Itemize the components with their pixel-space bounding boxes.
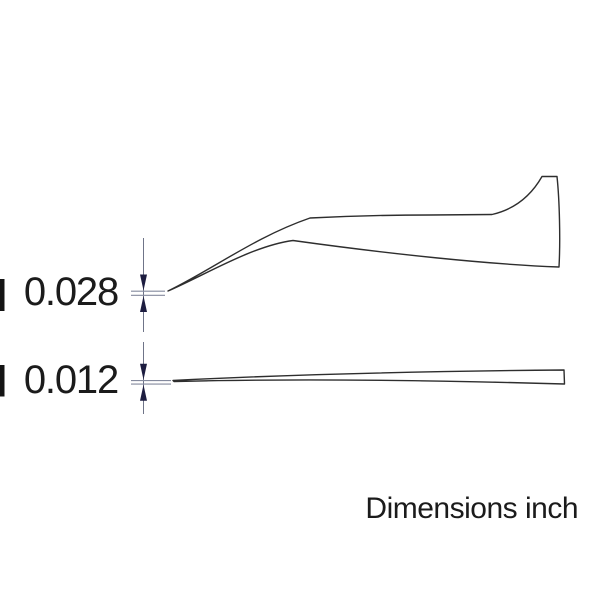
dimension-label-top: 0.028 xyxy=(24,270,118,314)
arrow-down-icon xyxy=(140,274,147,291)
dimension-label-bottom: 0.012 xyxy=(24,358,118,402)
dimension-callout-bottom xyxy=(131,342,171,414)
lower-flat-tip-outline xyxy=(172,369,566,385)
arrow-up-icon xyxy=(140,384,147,401)
cropped-glyph-fragment xyxy=(0,279,5,311)
cropped-glyph-fragment xyxy=(0,365,5,397)
arrow-up-icon xyxy=(140,296,147,312)
upper-curved-tip-outline xyxy=(167,175,561,292)
dimension-callout-top xyxy=(131,238,165,332)
arrow-down-icon xyxy=(140,363,147,380)
units-caption: Dimensions inch xyxy=(365,492,578,525)
